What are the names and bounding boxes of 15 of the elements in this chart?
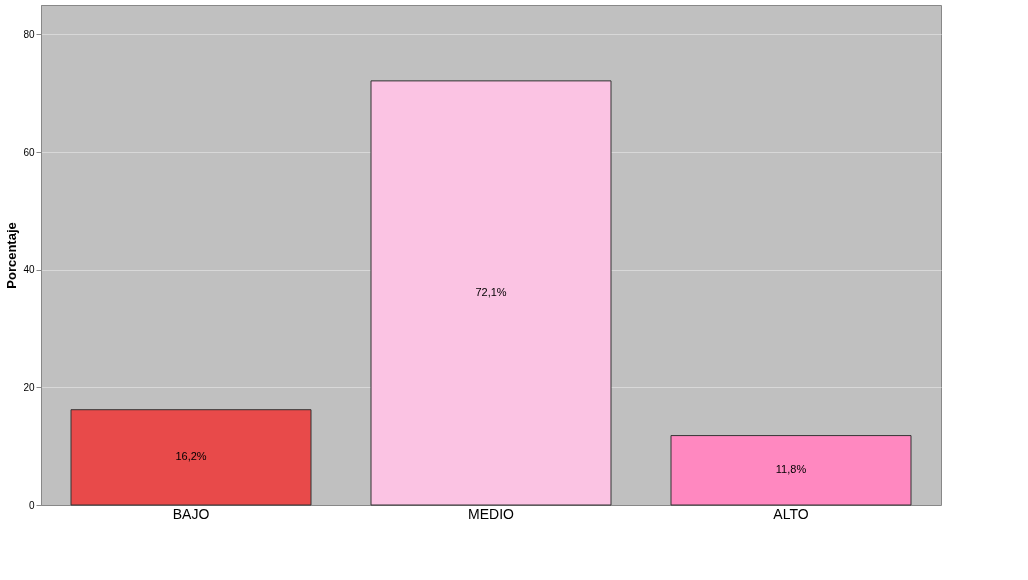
bar bbox=[370, 80, 612, 506]
y-tick-label: 20 bbox=[23, 381, 35, 393]
data-label: 16,2% bbox=[175, 450, 207, 463]
y-tick-label: 80 bbox=[23, 28, 35, 40]
data-label: 11,8% bbox=[775, 463, 807, 476]
bar bbox=[670, 435, 912, 506]
y-tick-label: 60 bbox=[23, 146, 35, 158]
data-label: 72,1% bbox=[475, 285, 507, 298]
y-axis-title: Porcentaje bbox=[4, 222, 20, 289]
y-tick-label: 40 bbox=[23, 264, 35, 276]
x-tick-label: BAJO bbox=[172, 505, 210, 522]
x-tick-label: MEDIO bbox=[468, 505, 515, 522]
bar bbox=[70, 409, 312, 506]
x-tick-label: ALTO bbox=[773, 505, 809, 522]
y-tick-label: 0 bbox=[28, 499, 35, 511]
